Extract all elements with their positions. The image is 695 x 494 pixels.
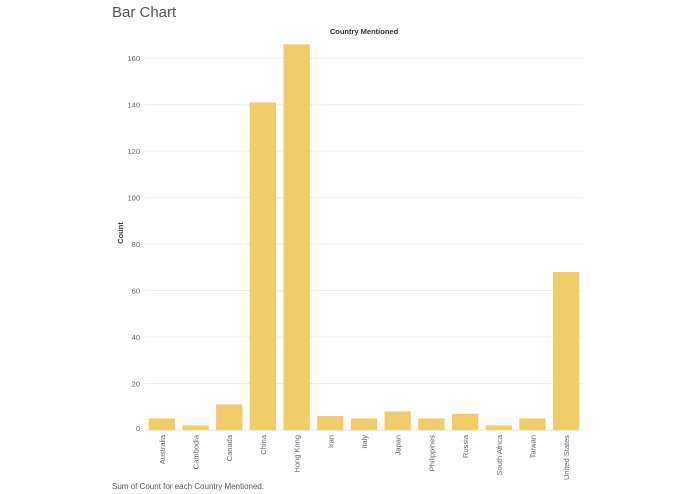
- x-axis-ticks: Australia Cambodia Canada China Hong Kong Ira…: [158, 434, 571, 480]
- x-tick-label: Canada: [225, 434, 234, 461]
- x-tick-label: China: [259, 434, 268, 454]
- bar-italy: [350, 418, 378, 430]
- chart-caption: Sum of Count for each Country Mentioned.: [112, 482, 265, 491]
- y-tick-label: 100: [127, 194, 140, 203]
- x-tick-label: Hong Kong: [293, 435, 302, 473]
- y-tick-label: 0: [136, 424, 140, 433]
- y-tick-label: 60: [132, 287, 140, 296]
- bar-china: [249, 102, 277, 430]
- x-tick-label: Philippines: [427, 435, 436, 472]
- y-axis-label: Count: [116, 222, 125, 244]
- y-tick-label: 160: [127, 54, 140, 63]
- bar-iran: [317, 416, 344, 430]
- x-tick-label: Iran: [326, 435, 335, 448]
- x-tick-label: Taiwan: [528, 435, 537, 458]
- bar-japan: [384, 411, 411, 430]
- x-tick-label: Cambodia: [192, 434, 201, 469]
- bar-australia: [148, 418, 175, 430]
- y-tick-label: 120: [127, 147, 140, 156]
- grid-lines: [145, 57, 583, 431]
- bar-taiwan: [519, 418, 546, 430]
- y-tick-label: 80: [132, 240, 140, 249]
- x-tick-label: Australia: [158, 434, 167, 464]
- x-tick-label: Japan: [394, 435, 403, 455]
- bar-hong-kong: [283, 44, 310, 430]
- y-tick-label: 140: [127, 101, 140, 110]
- y-tick-label: 40: [132, 333, 140, 342]
- bar-united-states: [553, 272, 580, 430]
- bars: [148, 44, 580, 430]
- x-tick-label: Russia: [461, 434, 470, 458]
- bar-philippines: [418, 418, 445, 430]
- bar-cambodia: [182, 425, 209, 430]
- y-axis-ticks: 0 20 40 60 80 100 120 140 160: [127, 54, 140, 433]
- x-tick-label: Italy: [360, 435, 369, 449]
- x-tick-label: United States: [562, 435, 571, 480]
- x-tick-label: South Africa: [495, 434, 504, 475]
- y-tick-label: 20: [132, 380, 140, 389]
- bar-canada: [216, 404, 243, 430]
- chart-title: Country Mentioned: [330, 27, 399, 36]
- page-title: Bar Chart: [112, 4, 177, 21]
- bar-south-africa: [485, 425, 512, 430]
- bar-russia: [451, 413, 479, 430]
